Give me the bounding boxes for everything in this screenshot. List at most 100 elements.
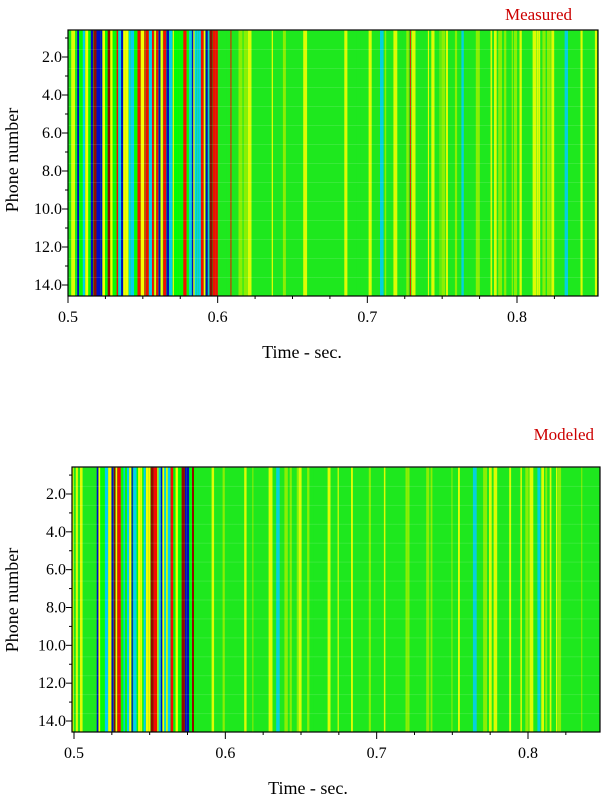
trace-stripe <box>574 30 579 296</box>
trace-stripe <box>96 30 100 296</box>
row-band <box>72 713 600 715</box>
trace-stripe <box>582 30 585 296</box>
trace-stripe <box>381 467 384 732</box>
row-band <box>72 675 600 677</box>
trace-stripe <box>363 467 366 732</box>
trace-stripe <box>222 30 227 296</box>
trace-stripe <box>319 467 324 732</box>
trace-stripe <box>143 467 146 732</box>
trace-stripe <box>426 467 430 732</box>
trace-stripe <box>71 30 75 296</box>
trace-stripe <box>141 467 143 732</box>
row-band <box>72 618 600 620</box>
y-tick-label: 10.0 <box>38 637 66 654</box>
trace-stripe <box>150 467 154 732</box>
trace-stripe <box>313 467 318 732</box>
trace-stripe <box>108 467 112 732</box>
trace-stripe <box>174 30 178 296</box>
trace-stripe <box>536 30 539 296</box>
row-band <box>68 144 598 145</box>
trace-stripe <box>309 30 312 296</box>
x-tick-label: 0.7 <box>367 745 387 762</box>
trace-stripe <box>558 30 563 296</box>
trace-stripe <box>185 467 187 732</box>
trace-stripe <box>406 30 409 296</box>
trace-stripe <box>402 467 406 732</box>
trace-stripe <box>455 467 458 732</box>
trace-stripe <box>68 30 70 296</box>
trace-stripe <box>582 467 586 732</box>
trace-stripe <box>373 30 376 296</box>
trace-stripe <box>458 467 460 732</box>
trace-stripe <box>152 30 154 296</box>
trace-stripe <box>232 30 234 296</box>
trace-stripe <box>102 30 105 296</box>
trace-stripe <box>573 467 576 732</box>
row-band <box>72 580 600 582</box>
trace-stripe <box>313 30 316 296</box>
trace-stripe <box>420 30 424 296</box>
trace-stripe <box>514 467 518 732</box>
trace-stripe <box>142 467 144 732</box>
row-band <box>68 125 598 126</box>
trace-stripe <box>105 30 108 296</box>
trace-stripe <box>79 30 83 296</box>
trace-stripe <box>116 30 118 296</box>
trace-stripe <box>458 30 460 296</box>
trace-stripe <box>121 30 124 296</box>
trace-stripe <box>399 30 403 296</box>
trace-stripe <box>211 467 215 732</box>
trace-stripe <box>490 30 493 296</box>
row-band <box>72 637 600 639</box>
trace-stripe <box>205 30 208 296</box>
trace-stripe <box>340 467 343 732</box>
trace-stripe <box>509 467 512 732</box>
trace-stripe <box>511 30 514 296</box>
y-tick-label: 2.0 <box>46 486 66 503</box>
trace-stripe <box>114 30 117 296</box>
trace-stripe <box>344 467 347 732</box>
trace-stripe <box>77 30 80 296</box>
trace-stripe <box>172 30 174 296</box>
trace-stripe <box>157 467 159 732</box>
trace-stripe <box>402 30 406 296</box>
trace-stripe <box>134 30 138 296</box>
trace-stripe <box>233 467 235 732</box>
x-tick-label: 0.8 <box>518 745 538 762</box>
trace-stripe <box>164 467 166 732</box>
trace-stripe <box>592 467 597 732</box>
trace-stripe <box>519 30 522 296</box>
trace-stripe <box>368 467 371 732</box>
trace-stripe <box>383 467 386 732</box>
trace-stripe <box>557 467 562 732</box>
trace-stripe <box>514 30 518 296</box>
trace-stripe <box>356 30 361 296</box>
trace-stripe <box>393 30 398 296</box>
trace-stripe <box>191 30 194 296</box>
trace-stripe <box>229 467 232 732</box>
trace-stripe <box>189 30 192 296</box>
trace-stripe <box>487 30 490 296</box>
trace-stripe <box>244 467 247 732</box>
trace-stripe <box>438 467 441 732</box>
trace-stripe <box>594 30 598 296</box>
trace-stripe <box>195 467 200 732</box>
trace-stripe <box>128 30 131 296</box>
trace-stripe <box>449 30 453 296</box>
trace-stripe <box>363 30 365 296</box>
trace-stripe <box>260 30 262 296</box>
trace-stripe <box>526 30 529 296</box>
trace-stripe <box>249 467 251 732</box>
trace-stripe <box>271 30 273 296</box>
trace-stripe <box>397 467 401 732</box>
plot-frame <box>67 29 599 297</box>
trace-stripe <box>137 30 141 296</box>
trace-stripe <box>298 30 303 296</box>
x-tick-label: 0.5 <box>64 745 84 762</box>
trace-stripe <box>331 467 335 732</box>
measured-panel: Measured 0.5 0.6 0.7 0.8 2.0 4.0 6.0 8.0 10.0 12… <box>2 5 599 362</box>
trace-stripe <box>286 30 290 296</box>
trace-stripe <box>388 30 392 296</box>
trace-stripe <box>420 467 423 732</box>
y-tick-label: 8.0 <box>46 600 66 617</box>
